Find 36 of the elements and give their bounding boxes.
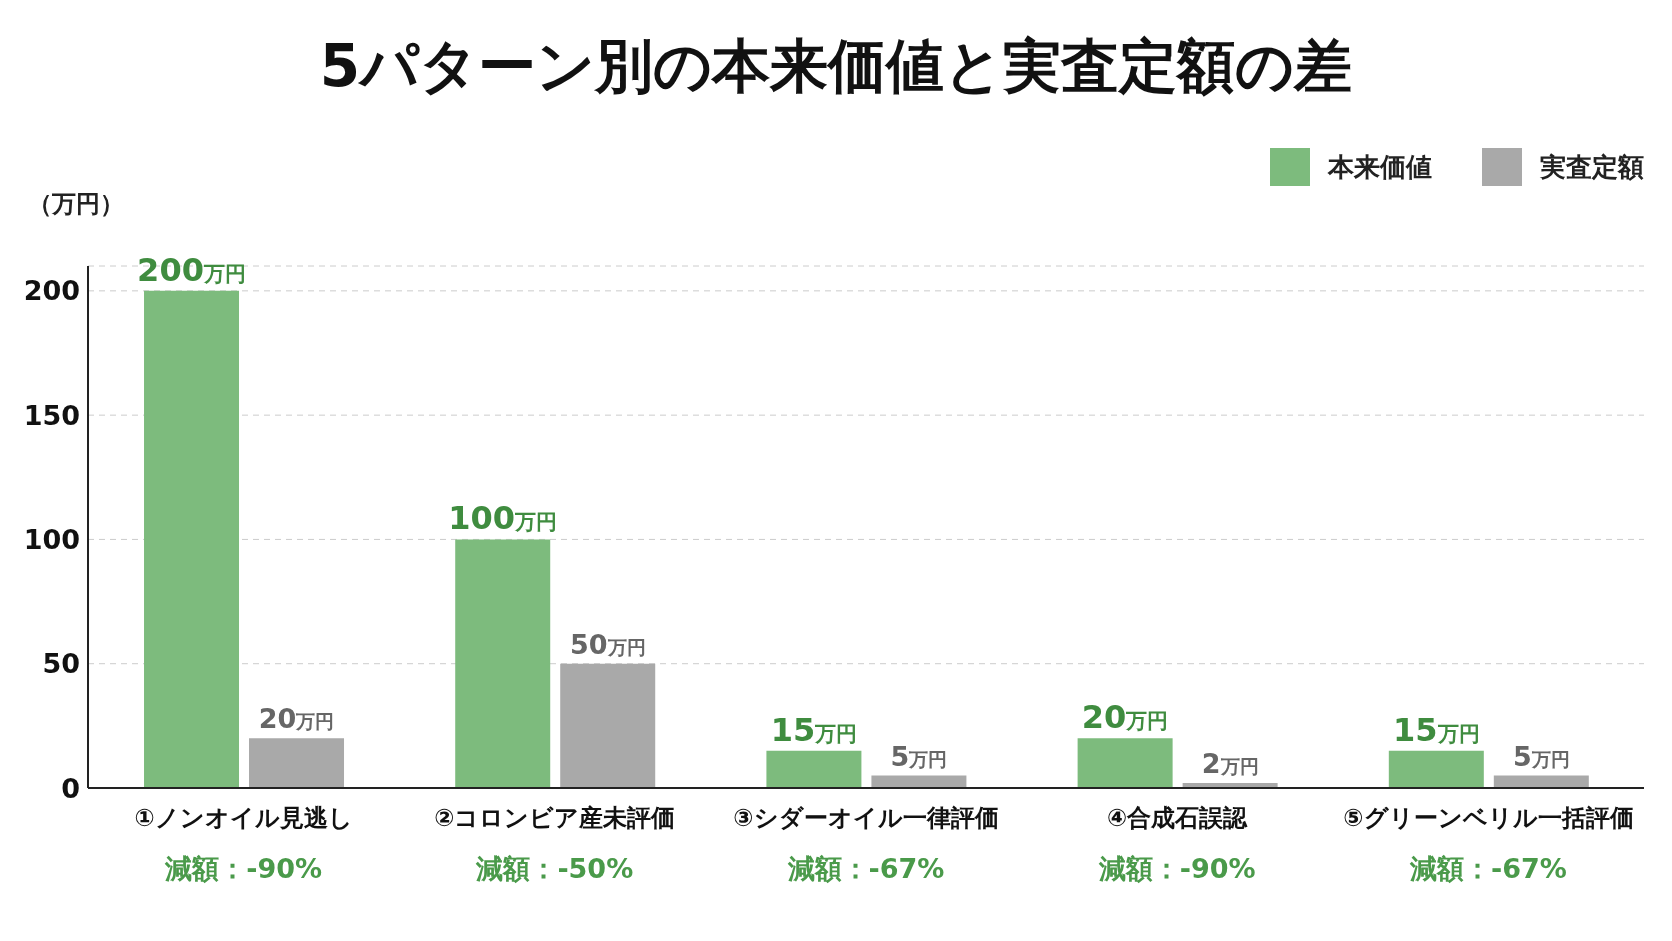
x-tick-label: ③シダーオイル一律評価 [733,804,999,832]
text: 減額：-67% [786,853,945,884]
bar [144,290,240,788]
data-label: 20万円 [1081,698,1169,737]
bar [560,663,656,788]
x-tick-label: ②コロンビア産未評価 [434,804,676,832]
data-label: 15万円 [1393,710,1480,749]
x-tick-label: ④合成石誤認 [1107,804,1249,832]
y-axis-title: （万円） [28,189,124,220]
y-tick-label: 0 [61,772,80,804]
y-tick-label: 100 [23,524,80,556]
data-label: 200万円 [137,250,246,289]
bar [1077,738,1173,788]
y-tick-label: 150 [23,399,80,431]
bar [1388,750,1484,788]
data-label: 100万円 [448,499,558,538]
text: 減額：-90% [1097,853,1256,884]
data-label: 50万円 [569,628,646,660]
legend-label: 実査定額 [1540,150,1644,184]
bar [455,539,551,788]
legend-label: 本来価値 [1328,150,1432,184]
text: 減額：-90% [164,853,323,884]
x-tick-label: ①ノンオイル見逃し [134,804,353,832]
data-label: 5万円 [1512,740,1570,772]
data-label: 5万円 [890,740,948,772]
y-tick-label: 50 [42,648,80,680]
chart-title: 5パターン別の本来価値と実査定額の差 [318,31,1354,102]
bar [249,738,345,788]
data-label: 2万円 [1201,748,1259,780]
y-tick-label: 200 [23,275,80,307]
text: 減額：-67% [1408,853,1567,884]
x-tick-label: ⑤グリーンベリル一括評価 [1343,804,1634,832]
data-label: 20万円 [258,703,335,735]
data-label: 15万円 [770,710,858,749]
text: 減額：-50% [475,853,634,884]
bar [766,750,862,788]
